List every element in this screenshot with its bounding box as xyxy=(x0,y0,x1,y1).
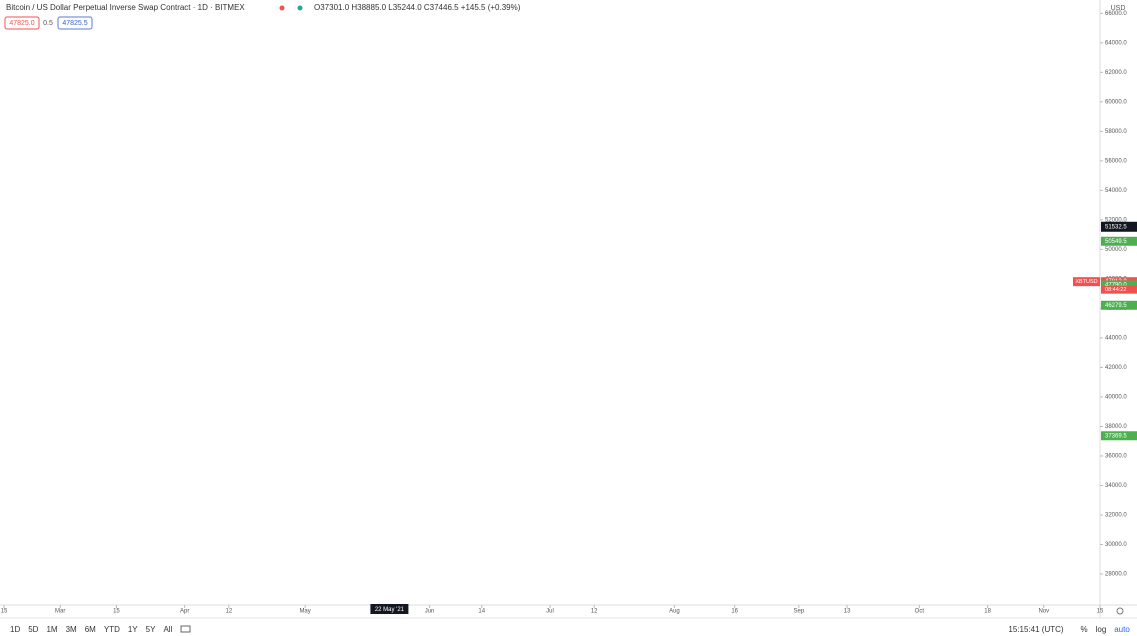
range-button[interactable]: 5Y xyxy=(146,625,156,634)
x-tick-label: Jul xyxy=(546,609,554,615)
spread: 0.5 xyxy=(43,20,53,27)
buy-badge[interactable] xyxy=(57,16,93,30)
countdown-badge xyxy=(1101,285,1137,294)
x-tick-label: Apr xyxy=(180,609,189,615)
settings-icon[interactable] xyxy=(1116,607,1124,615)
y-tick-label: 60000.0 xyxy=(1105,99,1127,105)
crosshair-x-label: 22 May '21 xyxy=(375,607,405,613)
x-tick-label: Aug xyxy=(669,609,680,615)
y-tick-label: 28000.0 xyxy=(1105,572,1127,578)
percent-toggle[interactable]: % xyxy=(1080,625,1087,634)
log-toggle[interactable]: log xyxy=(1096,625,1107,634)
price-label: 47790.0 xyxy=(1105,283,1127,289)
range-button[interactable]: 1M xyxy=(46,625,57,634)
y-tick-label: 50000.0 xyxy=(1105,247,1127,253)
x-tick-label: 15 xyxy=(1097,609,1104,615)
x-tick-label: 12 xyxy=(591,609,598,615)
range-button[interactable]: 1Y xyxy=(128,625,138,634)
price-label: 46279.5 xyxy=(1105,303,1127,309)
price-label: 37369.5 xyxy=(1105,433,1127,439)
x-tick-label: 15 xyxy=(1,609,8,615)
crosshair-y-badge xyxy=(1101,221,1137,232)
price-label: 50549.5 xyxy=(1105,239,1127,245)
x-tick-label: Nov xyxy=(1038,609,1049,615)
y-tick-label: 64000.0 xyxy=(1105,40,1127,46)
status-dot xyxy=(297,5,303,11)
y-tick-label: 66000.0 xyxy=(1105,11,1127,17)
range-button[interactable]: 1D xyxy=(10,625,20,634)
symbol-label: XBTUSD xyxy=(1075,279,1097,285)
x-tick-label: 18 xyxy=(984,609,991,615)
price-label-badge xyxy=(1101,280,1137,290)
y-tick-label: 34000.0 xyxy=(1105,483,1127,489)
auto-toggle[interactable]: auto xyxy=(1114,625,1130,634)
range-button[interactable]: 5D xyxy=(28,625,38,634)
sell-badge[interactable] xyxy=(4,16,40,30)
clock: 15:15:41 (UTC) xyxy=(1008,625,1063,634)
y-tick-label: 32000.0 xyxy=(1105,513,1127,519)
range-button[interactable]: YTD xyxy=(104,625,120,634)
y-tick-label: 42000.0 xyxy=(1105,365,1127,371)
compare-icon[interactable] xyxy=(180,625,191,633)
currency-button[interactable]: USD xyxy=(1111,5,1126,12)
x-tick-label: 16 xyxy=(731,609,738,615)
x-tick-label: Mar xyxy=(55,609,65,615)
y-tick-label: 44000.0 xyxy=(1105,335,1127,341)
x-tick-label: 14 xyxy=(478,609,485,615)
y-tick-label: 36000.0 xyxy=(1105,454,1127,460)
y-tick-label: 56000.0 xyxy=(1105,158,1127,164)
y-tick-label: 52000.0 xyxy=(1105,217,1127,223)
ohlc-readout: O37301.0 H38885.0 L35244.0 C37446.5 +145… xyxy=(314,3,521,12)
status-dot xyxy=(279,5,285,11)
x-tick-label: Jun xyxy=(425,609,435,615)
x-tick-label: Sep xyxy=(794,609,805,615)
range-button[interactable]: 6M xyxy=(85,625,96,634)
x-tick-label: Oct xyxy=(915,609,925,615)
x-tick-label: May xyxy=(299,609,310,615)
sell-price: 47825.0 xyxy=(9,20,34,27)
symbol-title: Bitcoin / US Dollar Perpetual Inverse Sw… xyxy=(6,3,245,12)
x-tick-label: 13 xyxy=(844,609,851,615)
countdown-label: 08:44:22 xyxy=(1105,287,1126,293)
y-tick-label: 58000.0 xyxy=(1105,129,1127,135)
x-tick-label: 15 xyxy=(113,609,120,615)
price-label-badge xyxy=(1101,431,1137,441)
y-tick-label: 62000.0 xyxy=(1105,70,1127,76)
symbol-badge xyxy=(1073,277,1100,287)
y-tick-label: 38000.0 xyxy=(1105,424,1127,430)
crosshair-x-badge xyxy=(370,604,409,614)
price-label-badge xyxy=(1101,236,1137,246)
y-tick-label: 30000.0 xyxy=(1105,542,1127,548)
price-label-badge xyxy=(1101,300,1137,310)
x-tick-label: 12 xyxy=(225,609,232,615)
buy-price: 47825.5 xyxy=(62,20,87,27)
y-tick-label: 40000.0 xyxy=(1105,395,1127,401)
y-tick-label: 54000.0 xyxy=(1105,188,1127,194)
range-button[interactable]: 3M xyxy=(66,625,77,634)
crosshair-y-label: 51532.5 xyxy=(1105,224,1127,230)
range-button[interactable]: All xyxy=(163,625,172,634)
